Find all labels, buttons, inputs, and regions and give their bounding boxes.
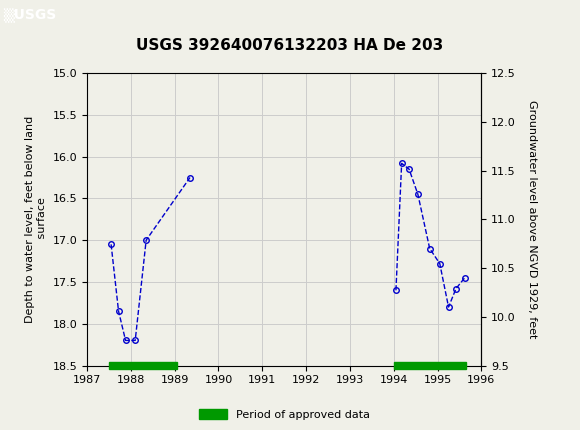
Text: USGS 392640076132203 HA De 203: USGS 392640076132203 HA De 203 — [136, 38, 444, 52]
Legend: Period of approved data: Period of approved data — [194, 405, 374, 424]
Text: ▒USGS: ▒USGS — [3, 8, 56, 23]
Y-axis label: Depth to water level, feet below land
 surface: Depth to water level, feet below land su… — [26, 116, 47, 323]
Bar — [394, 362, 466, 369]
Y-axis label: Groundwater level above NGVD 1929, feet: Groundwater level above NGVD 1929, feet — [527, 100, 537, 338]
Bar — [109, 362, 177, 369]
